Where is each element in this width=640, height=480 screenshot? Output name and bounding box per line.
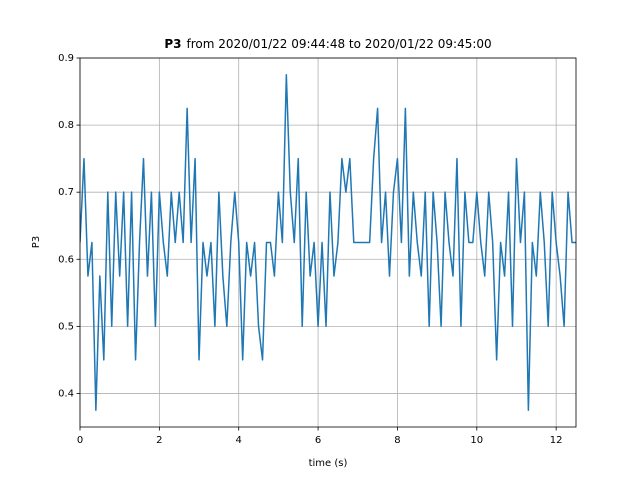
y-tick-label: 0.8 [58,120,74,131]
x-tick-label: 8 [394,435,400,446]
y-tick-label: 0.6 [58,254,74,265]
x-tick-label: 2 [156,435,162,446]
data-line [80,74,576,411]
x-tick-label: 10 [470,435,483,446]
title-text: from 2020/01/22 09:44:48 to 2020/01/22 0… [186,37,491,51]
x-tick-label: 0 [77,435,83,446]
y-tick-label: 0.5 [58,321,74,332]
y-tick-label: 0.7 [58,187,74,198]
chart-title: P3 from 2020/01/22 09:44:48 to 2020/01/22… [164,37,491,51]
x-axis-label: time (s) [309,458,348,469]
y-tick-label: 0.9 [58,53,74,64]
x-tick-label: 6 [315,435,321,446]
y-axis-label: P3 [31,236,42,248]
x-tick-label: 12 [550,435,563,446]
title-bold: P3 [164,37,181,51]
plot-frame [79,57,577,428]
y-tick-label: 0.4 [58,388,74,399]
x-tick-label: 4 [236,435,242,446]
